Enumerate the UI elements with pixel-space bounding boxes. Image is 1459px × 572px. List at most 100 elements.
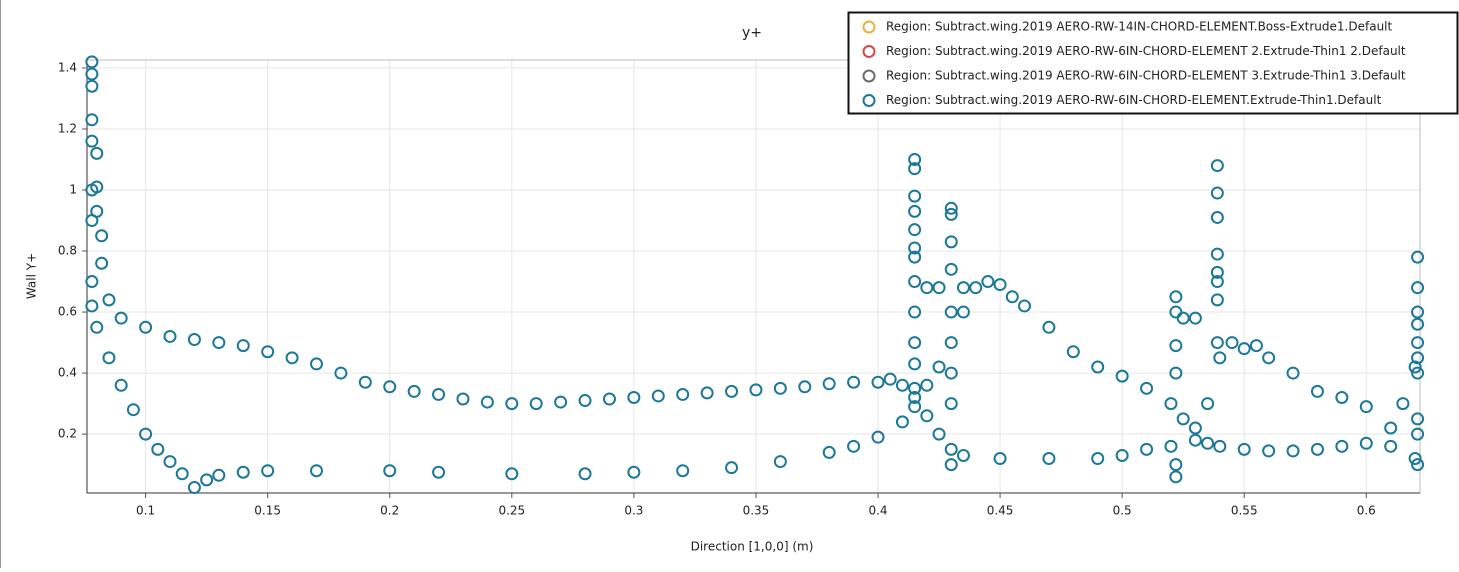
data-point <box>1140 381 1154 395</box>
data-point <box>1411 427 1425 441</box>
x-tick-label: 0.2 <box>380 504 399 518</box>
data-point <box>1384 421 1398 435</box>
data-point <box>102 351 116 365</box>
data-point <box>1286 366 1300 380</box>
data-point <box>749 383 763 397</box>
data-point <box>1310 384 1324 398</box>
data-point <box>139 320 153 334</box>
data-point <box>95 229 109 243</box>
data-point <box>1310 442 1324 456</box>
x-tick-label: 0.15 <box>254 504 281 518</box>
x-axis-label: Direction [1,0,0] (m) <box>691 540 814 554</box>
data-point <box>212 468 226 482</box>
data-point <box>102 293 116 307</box>
data-point <box>187 333 201 347</box>
data-point <box>908 400 922 414</box>
data-point <box>1411 281 1425 295</box>
data-point <box>1262 351 1276 365</box>
data-point <box>1408 360 1422 374</box>
data-point <box>944 305 958 319</box>
x-tick-label: 0.3 <box>624 504 643 518</box>
data-point <box>895 415 909 429</box>
data-point <box>1188 421 1202 435</box>
data-point <box>1359 436 1373 450</box>
data-point <box>1411 317 1425 331</box>
data-point <box>908 204 922 218</box>
data-point <box>920 281 934 295</box>
data-point <box>456 392 470 406</box>
data-point <box>1115 448 1129 462</box>
data-point <box>85 299 99 313</box>
data-point <box>1225 336 1239 350</box>
y-tick-label: 0.8 <box>58 244 77 258</box>
data-point <box>1201 397 1215 411</box>
legend-marker <box>862 20 876 34</box>
data-point <box>908 223 922 237</box>
data-point <box>163 455 177 469</box>
data-point <box>908 357 922 371</box>
data-point <box>407 384 421 398</box>
data-point <box>85 113 99 127</box>
data-point <box>1042 320 1056 334</box>
data-point <box>981 275 995 289</box>
x-tick-label: 0.5 <box>1113 504 1132 518</box>
data-point <box>1335 390 1349 404</box>
data-point <box>1005 290 1019 304</box>
data-point <box>920 378 934 392</box>
legend-box <box>847 11 1459 115</box>
data-point <box>1249 339 1263 353</box>
data-point <box>90 320 104 334</box>
data-point <box>90 146 104 160</box>
data-point <box>261 464 275 478</box>
data-point <box>725 461 739 475</box>
y-tick-label: 0.6 <box>58 305 77 319</box>
data-point <box>822 445 836 459</box>
data-point <box>908 381 922 395</box>
data-point <box>993 278 1007 292</box>
data-point <box>1411 366 1425 380</box>
data-point <box>944 201 958 215</box>
data-point <box>908 152 922 166</box>
data-point <box>432 465 446 479</box>
x-tick-label: 0.4 <box>868 504 887 518</box>
data-point <box>944 366 958 380</box>
y-tick-label: 1.2 <box>58 121 77 135</box>
legend-label: Region: Subtract.wing.2019 AERO-RW-6IN-C… <box>886 44 1406 58</box>
data-point <box>334 366 348 380</box>
data-point <box>847 375 861 389</box>
data-point <box>932 360 946 374</box>
data-point <box>358 375 372 389</box>
data-point <box>944 397 958 411</box>
y-tick-label: 0.2 <box>58 427 77 441</box>
data-point <box>114 311 128 325</box>
data-point <box>602 392 616 406</box>
data-point <box>432 387 446 401</box>
legend-marker <box>862 69 876 83</box>
data-point <box>1213 439 1227 453</box>
data-point <box>212 336 226 350</box>
data-point <box>908 305 922 319</box>
data-point <box>1286 444 1300 458</box>
data-point <box>908 189 922 203</box>
data-point <box>908 275 922 289</box>
data-point <box>554 395 568 409</box>
data-point <box>651 389 665 403</box>
data-point <box>895 378 909 392</box>
data-point <box>139 427 153 441</box>
legend-label: Region: Subtract.wing.2019 AERO-RW-6IN-C… <box>886 69 1406 83</box>
data-point <box>773 381 787 395</box>
data-point <box>1176 311 1190 325</box>
y-tick-label: 1.4 <box>58 60 77 74</box>
data-point <box>871 375 885 389</box>
data-point <box>700 386 714 400</box>
data-point <box>1210 247 1224 261</box>
data-point <box>1210 293 1224 307</box>
data-point <box>85 275 99 289</box>
data-point <box>1042 452 1056 466</box>
data-point <box>236 339 250 353</box>
data-point <box>383 380 397 394</box>
data-point <box>85 79 99 93</box>
data-point <box>944 235 958 249</box>
data-point <box>944 207 958 221</box>
data-point <box>676 387 690 401</box>
